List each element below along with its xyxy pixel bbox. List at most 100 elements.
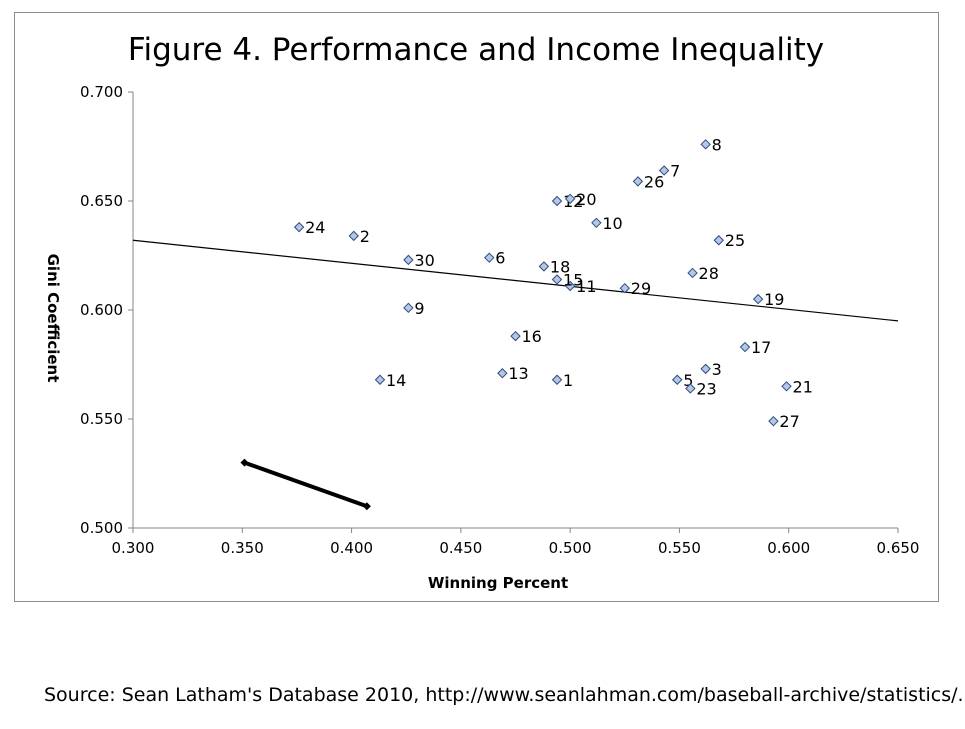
- x-tick-label: 0.550: [658, 539, 701, 557]
- data-point: 10: [591, 214, 623, 233]
- segment-endpoint: [240, 458, 249, 467]
- segment-endpoint: [362, 502, 371, 511]
- point-marker: [510, 330, 521, 342]
- point-label: 30: [414, 251, 434, 270]
- point-label: 7: [670, 161, 680, 180]
- data-point: 19: [752, 290, 784, 309]
- data-point: 25: [713, 231, 745, 250]
- point-label: 21: [793, 377, 813, 396]
- point-label: 20: [576, 190, 596, 209]
- point-label: 6: [495, 249, 505, 268]
- chart-title: Figure 4. Performance and Income Inequal…: [128, 32, 824, 68]
- point-marker: [781, 381, 792, 392]
- data-point: 6: [484, 249, 505, 268]
- y-tick-label: 0.500: [80, 519, 123, 537]
- point-label: 8: [712, 135, 722, 154]
- point-label: 27: [779, 412, 799, 431]
- data-point: 26: [632, 172, 664, 191]
- bold-segment: [243, 460, 368, 509]
- y-tick-label: 0.550: [80, 410, 123, 428]
- point-marker: [551, 195, 563, 207]
- point-marker: [374, 374, 386, 385]
- point-label: 10: [602, 214, 622, 233]
- point-marker: [591, 217, 602, 229]
- point-marker: [497, 368, 508, 379]
- point-marker: [752, 293, 764, 305]
- y-axis-label: Gini Coefficient: [44, 254, 62, 383]
- data-point: 16: [510, 327, 542, 346]
- trendline: [132, 239, 899, 322]
- data-point: 28: [687, 264, 719, 283]
- data-point: 1: [551, 371, 573, 390]
- point-marker: [403, 302, 414, 314]
- data-point: 24: [293, 218, 325, 237]
- point-label: 17: [751, 338, 771, 357]
- data-point: 2: [348, 227, 370, 246]
- point-marker: [564, 193, 576, 205]
- y-tick-label: 0.650: [80, 192, 123, 210]
- x-tick-label: 0.600: [767, 539, 810, 557]
- data-point: 27: [768, 412, 800, 431]
- x-tick-label: 0.400: [330, 539, 373, 557]
- point-label: 15: [563, 270, 583, 289]
- point-label: 16: [522, 327, 542, 346]
- point-label: 25: [725, 231, 745, 250]
- point-label: 5: [683, 371, 693, 390]
- data-point: 5: [672, 371, 693, 390]
- point-marker: [551, 274, 563, 285]
- point-marker: [538, 261, 550, 272]
- point-marker: [348, 230, 359, 242]
- data-point: 8: [700, 135, 722, 154]
- x-tick-label: 0.350: [221, 539, 264, 557]
- point-marker: [687, 267, 698, 279]
- y-tick-label: 0.700: [80, 83, 123, 101]
- point-marker: [403, 254, 414, 266]
- x-tick-label: 0.450: [439, 539, 482, 557]
- point-marker: [739, 341, 751, 353]
- y-tick-label: 0.600: [80, 301, 123, 319]
- x-tick-label: 0.650: [877, 539, 920, 557]
- point-marker: [700, 139, 711, 150]
- point-marker: [713, 235, 724, 246]
- data-point: 17: [739, 338, 771, 357]
- data-point: 29: [619, 279, 651, 298]
- point-marker: [658, 165, 670, 176]
- point-label: 1: [563, 371, 573, 390]
- data-point: 3: [700, 360, 722, 379]
- point-marker: [484, 252, 495, 263]
- data-point: 13: [497, 364, 529, 383]
- chart-frame: [14, 12, 939, 602]
- point-label: 2: [360, 227, 370, 246]
- point-label: 18: [550, 257, 570, 276]
- point-marker: [619, 282, 630, 294]
- point-label: 14: [386, 371, 406, 390]
- point-marker: [293, 221, 305, 233]
- point-label: 29: [631, 279, 651, 298]
- point-label: 11: [576, 277, 596, 296]
- data-point: 14: [374, 371, 406, 390]
- source-note: Source: Sean Latham's Database 2010, htt…: [44, 684, 964, 706]
- point-marker: [672, 374, 683, 385]
- data-point: 15: [551, 270, 583, 289]
- point-marker: [632, 176, 644, 187]
- point-marker: [551, 374, 563, 385]
- data-point: 9: [403, 299, 425, 318]
- data-point: 20: [564, 190, 597, 209]
- data-point: 7: [658, 161, 680, 180]
- point-marker: [564, 280, 576, 292]
- point-label: 26: [644, 172, 664, 191]
- point-marker: [685, 383, 696, 394]
- point-label: 3: [712, 360, 722, 379]
- data-point: 23: [685, 379, 717, 398]
- point-label: 19: [764, 290, 784, 309]
- point-label: 13: [508, 364, 528, 383]
- point-marker: [768, 415, 779, 427]
- data-point: 11: [564, 277, 597, 296]
- x-tick-label: 0.500: [549, 539, 592, 557]
- point-label: 24: [305, 218, 325, 237]
- point-label: 9: [414, 299, 424, 318]
- x-tick-label: 0.300: [112, 539, 155, 557]
- data-point: 30: [403, 251, 435, 270]
- point-label: 23: [696, 379, 716, 398]
